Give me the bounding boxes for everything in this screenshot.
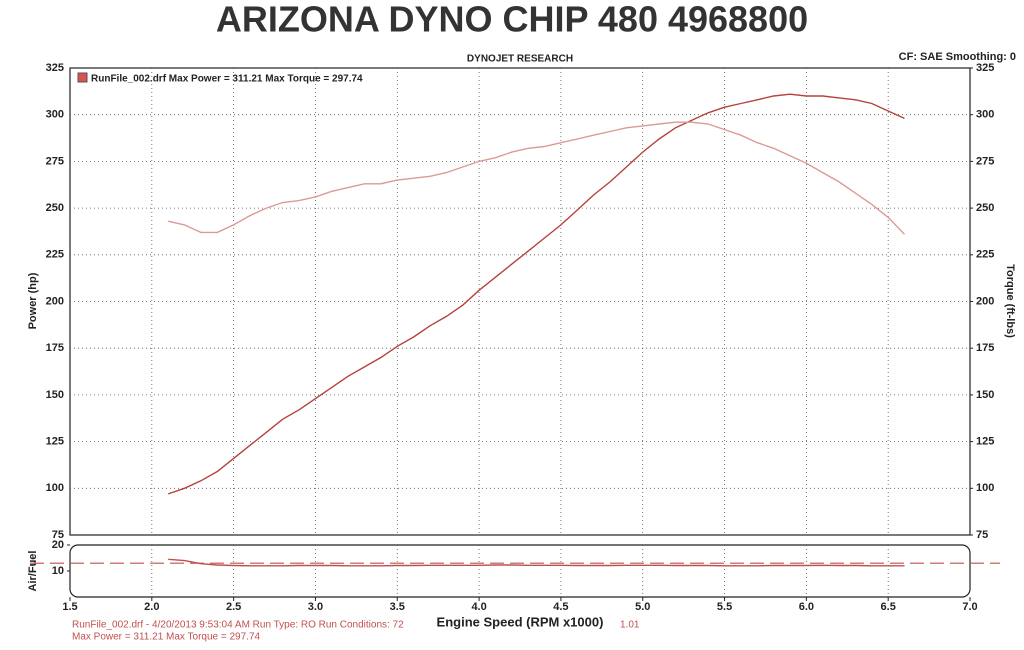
y-axis-label: Power (hp) <box>27 272 39 329</box>
y2-tick-label: 150 <box>976 389 994 401</box>
y2-tick-label: 225 <box>976 249 994 261</box>
x-tick-label: 1.5 <box>62 601 77 613</box>
subplot-frame <box>69 544 971 598</box>
y-tick-label: 200 <box>46 295 64 307</box>
series-line <box>168 558 905 567</box>
x-tick-label: 5.5 <box>717 601 732 613</box>
y2-tick-label: 325 <box>976 62 994 74</box>
y2-tick-label: 275 <box>976 155 994 167</box>
legend-text: RunFile_002.drf Max Power = 311.21 Max T… <box>91 74 363 85</box>
y-tick-label: 300 <box>46 109 64 121</box>
x-tick-label: 6.0 <box>799 601 814 613</box>
x-tick-label: 2.0 <box>144 601 159 613</box>
subtitle: DYNOJET RESEARCH <box>467 54 573 65</box>
y-tick-label: 250 <box>46 202 64 214</box>
x-tick-label: 4.5 <box>553 601 568 613</box>
y-tick-label: 125 <box>46 436 64 448</box>
legend-swatch <box>77 72 88 83</box>
x-tick-label: 3.5 <box>390 601 405 613</box>
footer-text: RunFile_002.drf - 4/20/2013 9:53:04 AM R… <box>72 620 404 631</box>
y2-tick-label: 175 <box>976 342 994 354</box>
x-tick-label: 5.0 <box>635 601 650 613</box>
footer-text: Max Power = 311.21 Max Torque = 297.74 <box>72 632 261 643</box>
settings-text: CF: SAE Smoothing: 0 <box>899 51 1016 63</box>
y-tick-label: 100 <box>46 482 64 494</box>
y2-tick-label: 125 <box>976 436 994 448</box>
y-tick-label: 325 <box>46 62 64 74</box>
y-tick-label: 75 <box>52 529 64 541</box>
chart-title: ARIZONA DYNO CHIP 480 4968800 <box>216 0 808 40</box>
sub-y-tick-label: 10 <box>52 565 64 577</box>
y2-tick-label: 200 <box>976 295 994 307</box>
x-axis-label: Engine Speed (RPM x1000) <box>437 614 604 629</box>
y2-axis-label: Torque (ft-lbs) <box>1004 264 1016 338</box>
sub-y-tick-label: 20 <box>52 539 64 551</box>
y2-tick-label: 100 <box>976 482 994 494</box>
footer-text: 1.01 <box>620 620 640 631</box>
sub-y-axis-label: Air/Fuel <box>27 551 39 592</box>
y-tick-label: 275 <box>46 155 64 167</box>
x-tick-label: 6.5 <box>881 601 896 613</box>
y2-tick-label: 75 <box>976 529 988 541</box>
series-line <box>167 93 905 495</box>
series-line <box>168 121 906 235</box>
x-tick-label: 3.0 <box>308 601 323 613</box>
x-tick-label: 4.0 <box>471 601 486 613</box>
y2-tick-label: 300 <box>976 109 994 121</box>
y-tick-label: 150 <box>46 389 64 401</box>
y2-tick-label: 250 <box>976 202 994 214</box>
y-tick-label: 175 <box>46 342 64 354</box>
x-tick-label: 7.0 <box>962 601 977 613</box>
x-tick-label: 2.5 <box>226 601 241 613</box>
y-tick-label: 225 <box>46 249 64 261</box>
